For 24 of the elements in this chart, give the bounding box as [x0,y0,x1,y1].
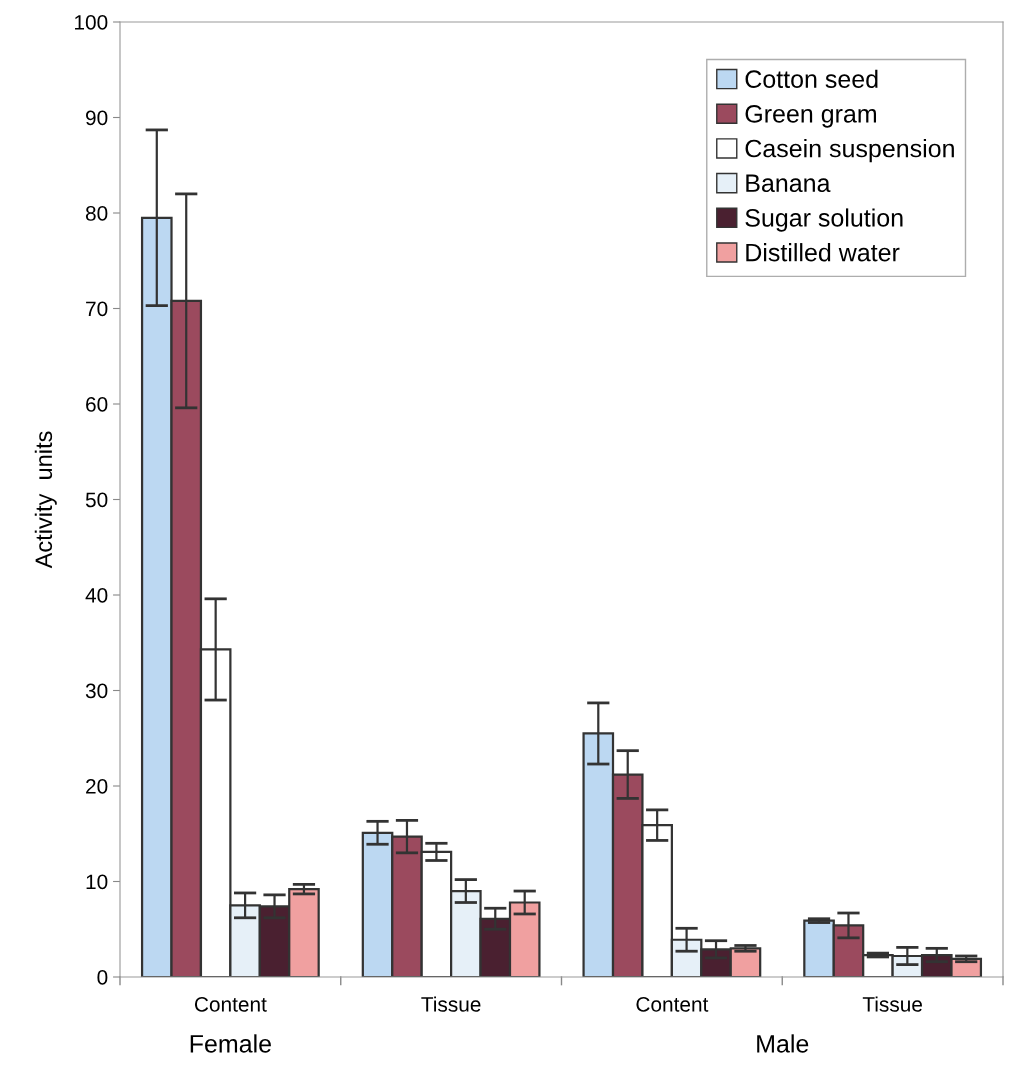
legend-label: Cotton seed [745,69,878,88]
x-tick-label: Content [194,996,267,1012]
y-tick-label: 60 [86,397,108,412]
legend-label: Green gram [745,104,877,128]
x-tick-label: Tissue [421,996,481,1012]
y-tick-label: 50 [85,492,108,508]
legend-label: Distilled water [746,243,900,262]
y-axis-title: Activity units [34,431,57,569]
legend-label: Sugar solution [745,208,903,232]
y-tick-label: 100 [75,15,108,30]
text: Male [757,1034,809,1053]
y-tick-label: 70 [86,301,108,317]
x-tick-label: Tissue [862,996,922,1012]
legend-label: Banana [746,174,831,193]
legend-label: Casein suspension [745,139,954,163]
y-tick-label: 80 [85,206,108,221]
x-tick-label: Content [636,996,709,1012]
y-tick-label: 0 [97,970,108,985]
y-tick-label: 20 [86,779,108,794]
y-tick-label: 30 [85,683,108,699]
text: Female [190,1034,271,1053]
y-tick-label: 40 [85,588,108,603]
y-tick-label: 10 [86,874,108,890]
y-tick-label: 90 [86,110,108,126]
